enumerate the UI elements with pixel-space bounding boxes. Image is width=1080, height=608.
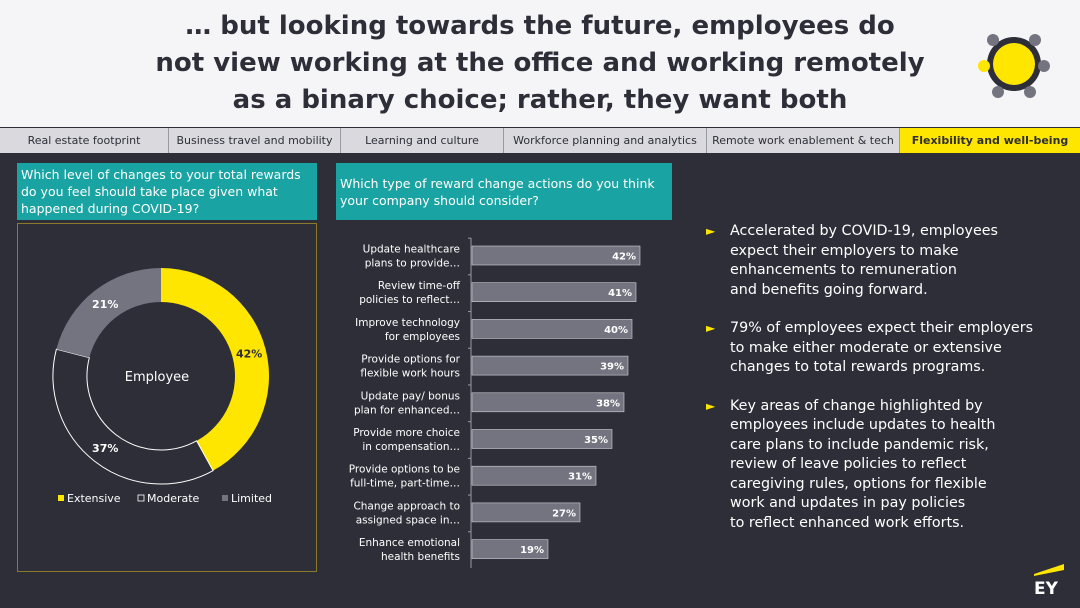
bar-value-label: 35%	[584, 435, 608, 446]
arrow-icon: ►	[706, 224, 716, 238]
ey-logo: EY	[1034, 564, 1064, 599]
legend-swatch	[58, 495, 64, 501]
header: … but looking towards the future, employ…	[0, 0, 1080, 127]
tab-business-travel[interactable]: Business travel and mobility	[169, 128, 341, 153]
donut-value-label: 21%	[92, 298, 118, 311]
category-label: Provide more choice	[353, 427, 460, 439]
donut-slice-moderate	[52, 348, 214, 485]
insight-line: work and updates in pay policies	[730, 495, 966, 511]
category-label: health benefits	[381, 551, 460, 563]
category-label: Change approach to	[353, 500, 460, 512]
bar	[471, 319, 633, 339]
title-line: not view working at the office and worki…	[155, 48, 925, 78]
bar-question: Which type of reward change actions do y…	[336, 163, 672, 220]
donut-question: Which level of changes to your total rew…	[17, 163, 317, 220]
donut-chart: 42% 37% 21% Employee Extensive Moderate Limite…	[52, 268, 272, 505]
bar-value-label: 38%	[596, 398, 620, 409]
insight-line: expect their employers to make	[730, 242, 959, 259]
category-label: Update healthcare	[363, 244, 460, 256]
category-label: full-time, part-time…	[350, 478, 460, 490]
bar	[471, 429, 613, 449]
insight-item: ► Accelerated by COVID-19, employees exp…	[706, 222, 1036, 300]
tab-bar: Real estate footprint Business travel an…	[0, 128, 1080, 153]
category-label: Improve technology	[355, 317, 460, 329]
legend-label: Extensive	[67, 492, 121, 505]
title-line: … but looking towards the future, employ…	[185, 11, 895, 41]
framework-wheel-icon	[978, 34, 1050, 98]
bar-value-label: 19%	[520, 545, 544, 556]
bar	[471, 245, 641, 266]
category-label: plans to provide…	[365, 258, 460, 270]
category-label: assigned space in…	[356, 514, 460, 526]
tab-learning-culture[interactable]: Learning and culture	[341, 128, 504, 153]
insight-line: to make either moderate or extensive	[730, 339, 1002, 356]
bar-value-label: 31%	[568, 472, 592, 483]
tab-flexibility[interactable]: Flexibility and well-being	[900, 128, 1080, 153]
bar	[471, 282, 637, 303]
bar-value-label: 40%	[604, 325, 628, 336]
insight-line: enhancements to remuneration	[730, 262, 957, 278]
category-label: flexible work hours	[360, 368, 460, 380]
insight-item: ► Key areas of change highlighted by emp…	[706, 397, 1036, 534]
insight-line: and benefits going forward.	[730, 281, 928, 298]
page-title: … but looking towards the future, employ…	[140, 8, 940, 119]
bar	[471, 465, 597, 486]
ey-logo-text: EY	[1034, 579, 1059, 599]
donut-slice-extensive	[161, 268, 269, 471]
category-label: Provide options to be	[349, 464, 460, 476]
donut-value-label: 37%	[92, 442, 118, 455]
insight-line: caregiving rules, options for flexible	[730, 475, 987, 492]
legend-swatch	[137, 494, 145, 502]
donut-panel: 42% 37% 21% Employee Extensive Moderate Limite…	[17, 223, 317, 572]
insight-line: Key areas of change highlighted by	[730, 397, 983, 414]
bar	[471, 539, 549, 559]
insight-line: employees include updates to health	[730, 417, 996, 433]
donut-center-label: Employee	[125, 370, 189, 385]
bar-panel: 42% Update healthcare plans to provide… 41%…	[336, 223, 673, 572]
insight-line: review of leave policies to reflect	[730, 456, 967, 472]
bar-value-label: 42%	[612, 252, 636, 263]
insights-list: ► Accelerated by COVID-19, employees exp…	[706, 222, 1036, 552]
bar-chart: 42% Update healthcare plans to provide… 41%…	[349, 237, 641, 568]
donut-slice-limited	[56, 268, 161, 358]
insight-line: to reflect enhanced work efforts.	[730, 514, 965, 531]
legend-label: Moderate	[147, 492, 200, 505]
category-label: Update pay/ bonus	[361, 390, 460, 402]
category-label: plan for enhanced…	[354, 404, 460, 416]
category-label: Provide options for	[361, 354, 460, 366]
category-label: for employees	[385, 331, 460, 343]
arrow-icon: ►	[706, 398, 716, 413]
bar-value-label: 27%	[552, 508, 576, 519]
insight-line: changes to total rewards programs.	[730, 359, 986, 375]
tab-workforce-planning[interactable]: Workforce planning and analytics	[504, 128, 707, 153]
bar	[471, 392, 625, 413]
insight-line: care plans to include pandemic risk,	[730, 436, 989, 453]
tab-remote-work[interactable]: Remote work enablement & tech	[707, 128, 900, 153]
insight-line: 79% of employees expect their employers	[730, 320, 1034, 336]
bar	[471, 502, 581, 523]
bar-value-label: 39%	[600, 362, 624, 373]
legend-label: Limited	[231, 492, 272, 505]
insight-line: Accelerated by COVID-19, employees	[730, 223, 999, 239]
bar-value-label: 41%	[608, 288, 632, 299]
category-label: Review time-off	[378, 280, 461, 292]
category-label: in compensation…	[362, 441, 460, 453]
bar	[471, 355, 629, 376]
insight-item: ► 79% of employees expect their employer…	[706, 319, 1036, 378]
title-line: as a binary choice; rather, they want bo…	[232, 85, 848, 115]
category-label: policies to reflect…	[359, 294, 460, 306]
donut-value-label: 42%	[236, 347, 262, 360]
legend-swatch	[222, 495, 228, 501]
tab-real-estate[interactable]: Real estate footprint	[0, 128, 169, 153]
category-label: Enhance emotional	[359, 537, 460, 549]
arrow-icon: ►	[706, 321, 716, 335]
